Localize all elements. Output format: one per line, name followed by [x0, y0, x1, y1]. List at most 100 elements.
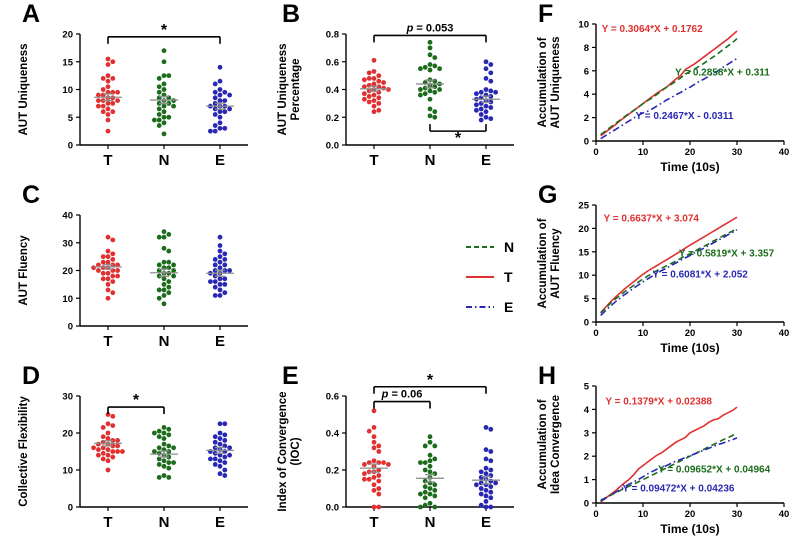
svg-text:30: 30	[732, 147, 743, 158]
svg-text:Y = 0.2467*X - 0.0311: Y = 0.2467*X - 0.0311	[635, 111, 733, 122]
svg-text:10: 10	[62, 85, 73, 96]
chart-b-aut-uniqueness-percentage: 0.0 0.2 0.4 0.6 0.8 T N E AUT UniquenessPercenta…	[277, 22, 514, 169]
svg-text:Index of Convergence(IOC): Index of Convergence(IOC)	[277, 391, 302, 511]
svg-text:*: *	[161, 22, 168, 39]
svg-text:*: *	[455, 130, 462, 147]
svg-text:10: 10	[638, 328, 649, 339]
svg-text:0: 0	[68, 503, 73, 514]
svg-text:20: 20	[685, 147, 696, 158]
svg-text:30: 30	[62, 238, 73, 249]
panel-b: B 0.0 0.2 0.4 0.6 0.8 T N E AUT UniquenessPercen…	[266, 0, 532, 181]
panel-e: E 0.0 0.2 0.4 0.6 T N E Index of Convergence(IO…	[266, 362, 532, 543]
svg-text:0.0: 0.0	[326, 141, 339, 152]
legend-line-sample-e	[466, 306, 494, 308]
svg-text:0.6: 0.6	[326, 57, 339, 68]
svg-text:*: *	[427, 372, 434, 389]
svg-text:Time (10s): Time (10s)	[660, 160, 719, 174]
panel-label-e: E	[282, 362, 299, 390]
svg-text:Y = 0.1379*X + 0.02388: Y = 0.1379*X + 0.02388	[605, 397, 712, 408]
panel-f: F 0 2 4 6 8 10 0 10 20 30 40 Time (10s) Accumulation…	[532, 0, 799, 181]
chart-e-index-of-convergence: 0.0 0.2 0.4 0.6 T N E Index of Convergence(IOC)…	[277, 372, 514, 531]
svg-text:0: 0	[593, 147, 598, 158]
svg-text:5: 5	[584, 294, 590, 305]
svg-text:0.6: 0.6	[326, 392, 339, 403]
legend-label-e: E	[504, 299, 514, 315]
svg-text:0: 0	[593, 509, 598, 520]
svg-text:15: 15	[578, 247, 589, 258]
svg-text:15: 15	[62, 57, 73, 68]
svg-text:T: T	[369, 152, 378, 169]
svg-text:30: 30	[732, 328, 743, 339]
chart-h-accumulation-idea-convergence: 0 1 2 3 4 5 0 10 20 30 40 Time (10s) Accumulation of…	[537, 382, 789, 537]
svg-text:20: 20	[685, 328, 696, 339]
svg-text:10: 10	[62, 294, 73, 305]
panel-label-a: A	[22, 0, 41, 28]
chart-f-accumulation-aut-uniqueness: 0 2 4 6 8 10 0 10 20 30 40 Time (10s) Accumulation o…	[537, 20, 790, 175]
svg-text:30: 30	[732, 509, 743, 520]
svg-text:25: 25	[578, 201, 589, 212]
svg-text:0: 0	[68, 322, 73, 333]
svg-text:Accumulation ofAUT Uniqueness: Accumulation ofAUT Uniqueness	[537, 36, 562, 128]
legend-line-sample-t	[466, 276, 494, 278]
svg-text:10: 10	[62, 466, 73, 477]
panel-label-c: C	[22, 181, 41, 209]
svg-text:0: 0	[68, 141, 73, 152]
svg-text:40: 40	[779, 147, 790, 158]
svg-text:T: T	[103, 333, 112, 350]
legend-label-n: N	[504, 239, 515, 255]
svg-text:AUT UniquenessPercentage: AUT UniquenessPercentage	[277, 43, 302, 135]
svg-text:20: 20	[62, 429, 73, 440]
svg-text:0.0: 0.0	[326, 503, 339, 514]
svg-text:10: 10	[638, 147, 649, 158]
svg-text:0: 0	[584, 137, 589, 148]
svg-text:E: E	[215, 152, 225, 169]
svg-text:0: 0	[584, 499, 589, 510]
svg-text:N: N	[159, 514, 170, 531]
chart-g-accumulation-aut-fluency: 0 5 10 15 20 25 0 10 20 30 40 Time (10s) Accumulatio…	[537, 201, 790, 356]
svg-text:4: 4	[584, 90, 590, 101]
svg-text:10: 10	[578, 20, 589, 31]
svg-text:Y = 0.2858*X + 0.311: Y = 0.2858*X + 0.311	[675, 67, 770, 78]
panel-label-d: D	[22, 362, 41, 390]
panel-h: H 0 1 2 3 4 5 0 10 20 30 40 Time (10s) Accumulation …	[532, 362, 799, 543]
svg-text:T: T	[369, 514, 378, 531]
svg-text:6: 6	[584, 66, 589, 77]
svg-text:10: 10	[638, 509, 649, 520]
chart-d-collective-flexibility: 0 10 20 30 T N E Collective Flexibility *	[18, 392, 248, 531]
svg-text:0.4: 0.4	[326, 429, 340, 440]
svg-text:N: N	[159, 152, 170, 169]
svg-text:N: N	[425, 152, 436, 169]
svg-text:40: 40	[62, 211, 73, 222]
svg-text:E: E	[215, 514, 225, 531]
svg-text:0: 0	[584, 318, 589, 329]
svg-text:2: 2	[584, 452, 589, 463]
chart-a-aut-uniqueness: 0 5 10 15 20 T N E AUT Uniqueness *	[18, 22, 248, 169]
svg-text:10: 10	[578, 271, 589, 282]
chart-c-aut-fluency: 0 10 20 30 40 T N E AUT Fluency	[18, 211, 248, 350]
svg-text:30: 30	[62, 392, 73, 403]
svg-text:20: 20	[578, 224, 589, 235]
svg-text:Y = 0.6081*X + 2.052: Y = 0.6081*X + 2.052	[652, 270, 748, 281]
svg-text:20: 20	[685, 509, 696, 520]
svg-text:2: 2	[584, 113, 589, 124]
svg-text:5: 5	[584, 382, 590, 393]
svg-text:40: 40	[779, 328, 790, 339]
svg-text:E: E	[215, 333, 225, 350]
svg-text:Y = 0.3064*X + 0.1762: Y = 0.3064*X + 0.1762	[602, 24, 703, 35]
svg-text:4: 4	[584, 405, 590, 416]
svg-text:Y = 0.09652*X + 0.04964: Y = 0.09652*X + 0.04964	[658, 465, 771, 476]
svg-text:E: E	[481, 514, 491, 531]
svg-text:N: N	[159, 333, 170, 350]
legend-item-e: E	[466, 299, 514, 315]
svg-text:20: 20	[62, 30, 73, 41]
svg-text:Collective Flexibility: Collective Flexibility	[18, 396, 30, 507]
svg-text:3: 3	[584, 428, 589, 439]
panel-d: D 0 10 20 30 T N E Collective Flexibility *	[0, 362, 266, 543]
legend-item-t: T	[466, 269, 514, 285]
svg-text:N: N	[425, 514, 436, 531]
svg-text:20: 20	[62, 266, 73, 277]
svg-text:p = 0.053: p = 0.053	[406, 22, 454, 34]
panel-label-g: G	[538, 181, 558, 209]
